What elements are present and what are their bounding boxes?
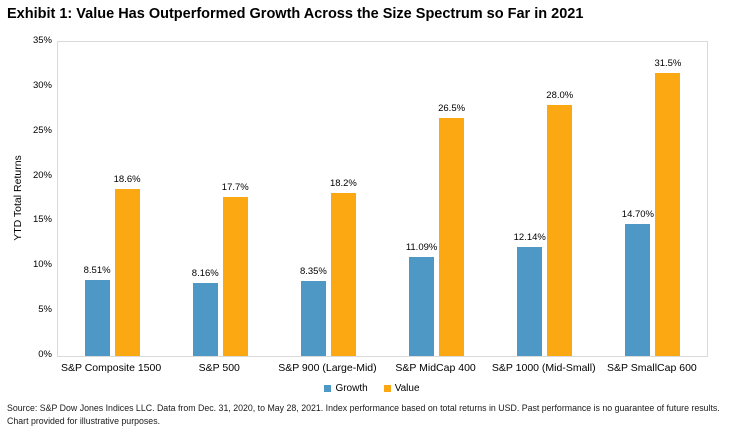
source-note: Source: S&P Dow Jones Indices LLC. Data …: [7, 403, 720, 427]
y-tick-label: 5%: [38, 304, 52, 316]
legend-item-value: Value: [383, 383, 420, 394]
x-category-label: S&P Composite 1500: [60, 362, 162, 374]
legend-label: Growth: [335, 383, 368, 394]
growth-bar: [192, 282, 218, 356]
value-bar: [439, 118, 465, 356]
growth-bar-value-label: 12.14%: [513, 232, 546, 244]
x-category-label: S&P MidCap 400: [395, 362, 476, 374]
value-bar-value-label: 17.7%: [221, 182, 249, 194]
value-bar-value-label: 18.6%: [113, 174, 141, 186]
y-axis-tick-labels: 0% 5% 10% 15% 20% 25% 30% 35%: [0, 0, 52, 435]
value-bar-value-label: 18.2%: [329, 177, 357, 189]
growth-bar-value-label: 8.51%: [83, 264, 111, 276]
growth-bar: [84, 279, 110, 356]
plot-area: 8.51% 18.6% 8.16% 17.7% 8.35% 18.2% 11.09% 26.5…: [57, 41, 708, 357]
value-bar: [547, 104, 573, 356]
growth-bar-value-label: 8.35%: [299, 266, 327, 278]
legend-item-growth: Growth: [324, 383, 368, 394]
value-bar: [655, 73, 681, 356]
value-bar-value-label: 28.0%: [546, 89, 574, 101]
x-category-label: S&P 1000 (Mid-Small): [491, 362, 596, 374]
legend-swatch-icon: [383, 385, 391, 392]
chart-title: Exhibit 1: Value Has Outperformed Growth…: [7, 6, 584, 22]
value-bar-value-label: 31.5%: [654, 58, 682, 70]
x-category-label: S&P SmallCap 600: [607, 362, 697, 374]
growth-bar-value-label: 14.70%: [621, 209, 655, 221]
y-tick-label: 10%: [32, 259, 52, 271]
value-bar: [114, 189, 140, 356]
x-category-label: S&P 500: [198, 362, 240, 374]
y-tick-label: 35%: [32, 35, 52, 46]
growth-bar: [300, 281, 326, 356]
y-tick-label: 15%: [32, 214, 52, 226]
y-tick-label: 0%: [38, 349, 52, 360]
y-tick-label: 30%: [32, 79, 52, 91]
value-bar-value-label: 26.5%: [438, 103, 466, 115]
growth-bar: [625, 224, 651, 356]
chart-legend: Growth Value: [0, 383, 744, 394]
growth-bar-value-label: 11.09%: [405, 241, 438, 253]
growth-bar-value-label: 8.16%: [191, 267, 219, 279]
y-tick-label: 25%: [32, 124, 52, 136]
growth-bar: [517, 247, 543, 356]
value-bar: [330, 192, 356, 356]
value-bar: [222, 197, 248, 356]
legend-swatch-icon: [324, 385, 332, 392]
x-category-label: S&P 900 (Large-Mid): [278, 362, 377, 374]
growth-bar: [409, 256, 435, 356]
legend-label: Value: [394, 383, 420, 394]
y-tick-label: 20%: [32, 169, 52, 181]
